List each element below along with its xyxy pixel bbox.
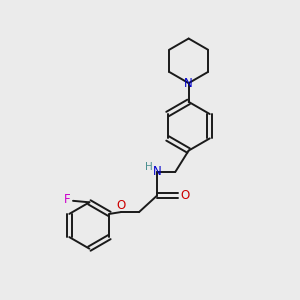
- Text: N: N: [184, 76, 193, 90]
- Text: O: O: [180, 189, 189, 202]
- Text: O: O: [116, 199, 125, 212]
- Text: H: H: [145, 162, 152, 172]
- Text: N: N: [152, 166, 161, 178]
- Text: F: F: [64, 193, 70, 206]
